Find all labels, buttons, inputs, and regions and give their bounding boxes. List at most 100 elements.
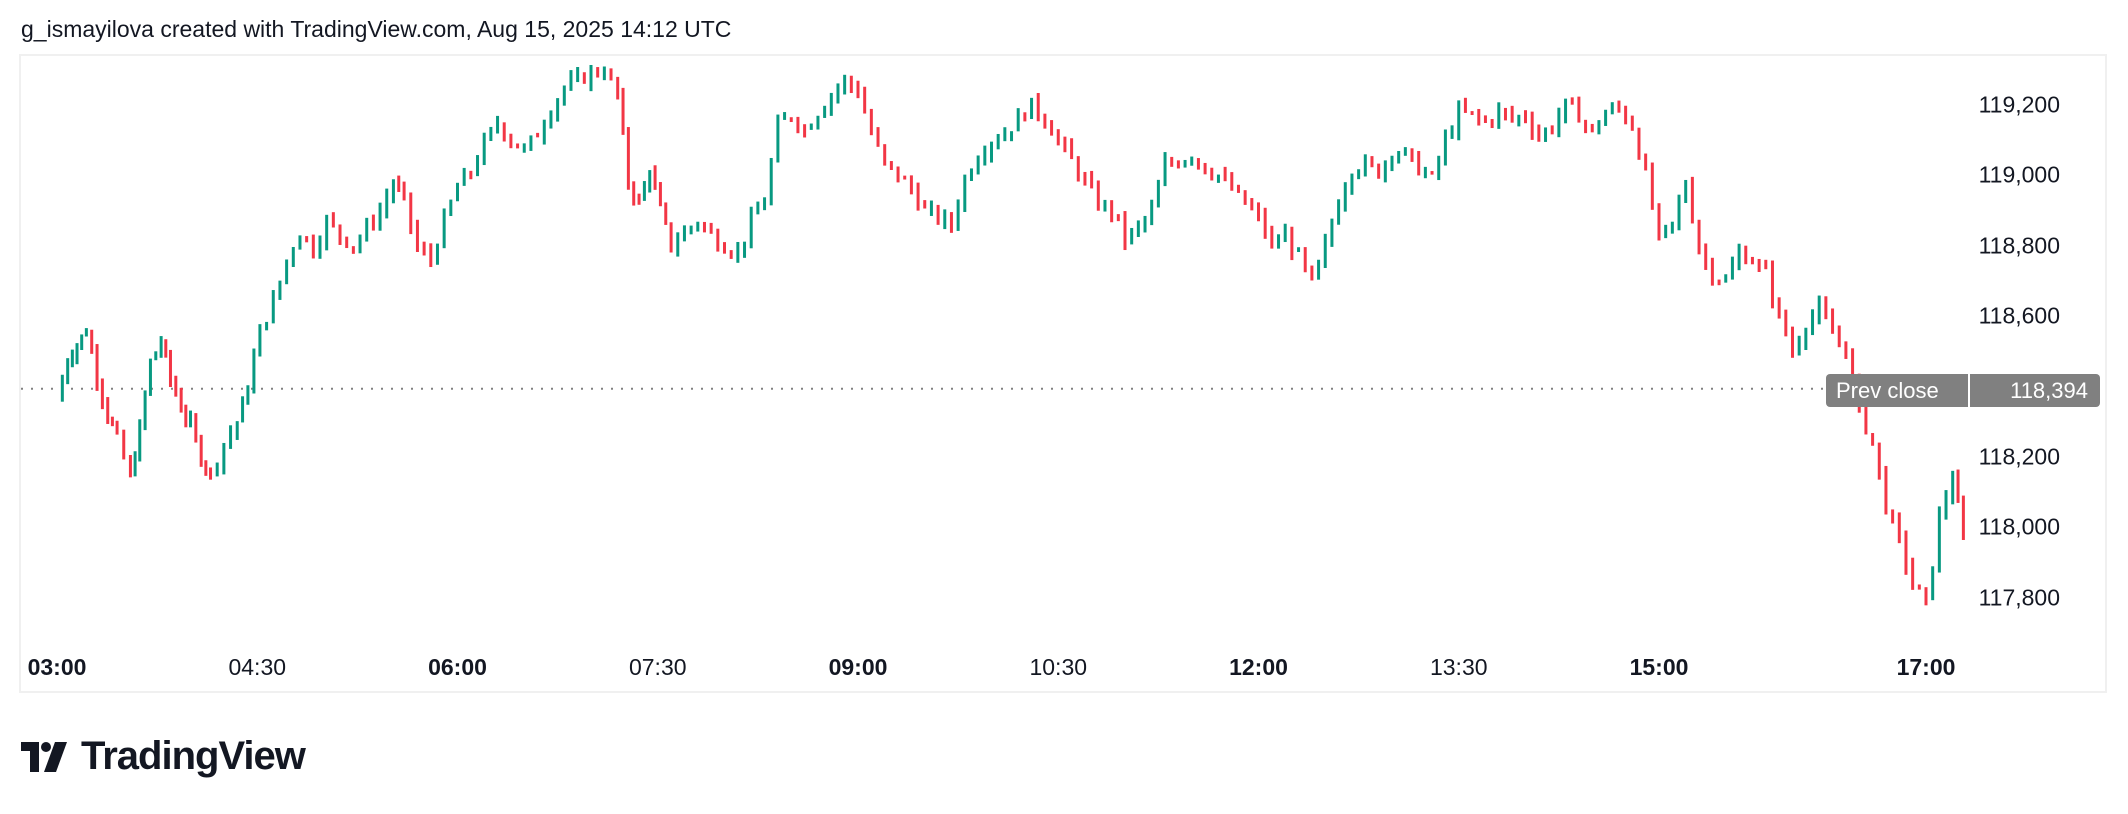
candle bbox=[929, 200, 933, 216]
candle bbox=[1043, 113, 1047, 129]
price-tick-label: 118,200 bbox=[1978, 443, 2060, 470]
candle bbox=[1811, 309, 1815, 336]
candle bbox=[923, 200, 927, 209]
candle bbox=[676, 232, 680, 257]
candle bbox=[1430, 171, 1434, 175]
candle bbox=[1956, 469, 1960, 503]
candle bbox=[809, 123, 813, 130]
candle bbox=[1390, 155, 1394, 172]
candle bbox=[246, 385, 250, 405]
candle bbox=[836, 83, 840, 104]
candle bbox=[1010, 131, 1014, 142]
candle bbox=[133, 451, 137, 477]
candle bbox=[138, 419, 142, 462]
candle bbox=[621, 87, 625, 135]
candle bbox=[916, 182, 920, 211]
candle bbox=[1250, 198, 1254, 211]
candle bbox=[378, 202, 382, 231]
candle bbox=[1257, 202, 1260, 222]
candle bbox=[110, 416, 114, 427]
candle bbox=[1437, 155, 1441, 181]
candle bbox=[1657, 203, 1661, 241]
candle bbox=[682, 225, 686, 242]
candle bbox=[415, 219, 419, 252]
time-tick-label: 04:30 bbox=[228, 654, 287, 680]
candle bbox=[696, 221, 700, 232]
candle bbox=[148, 358, 152, 396]
candle bbox=[75, 343, 79, 365]
candle bbox=[194, 413, 198, 443]
candle bbox=[179, 387, 183, 413]
candle bbox=[1317, 259, 1321, 280]
candle bbox=[1310, 265, 1314, 281]
candle bbox=[1690, 176, 1694, 224]
candle bbox=[168, 349, 172, 387]
candle bbox=[1670, 221, 1674, 234]
candle bbox=[1944, 490, 1948, 520]
candle bbox=[1564, 98, 1568, 124]
candle bbox=[1677, 194, 1681, 231]
candle bbox=[723, 242, 726, 254]
candle bbox=[456, 182, 459, 202]
candle bbox=[1584, 119, 1588, 134]
candle bbox=[1490, 119, 1494, 129]
candle bbox=[1323, 233, 1327, 268]
candle bbox=[80, 334, 84, 351]
candle bbox=[1610, 102, 1614, 115]
candle bbox=[1524, 110, 1527, 124]
candle bbox=[1884, 465, 1888, 515]
candle bbox=[1397, 150, 1401, 164]
candle bbox=[863, 86, 867, 114]
candle bbox=[1063, 136, 1067, 153]
candle bbox=[653, 165, 657, 190]
candle bbox=[1844, 341, 1848, 359]
candle bbox=[983, 145, 987, 166]
candle bbox=[582, 72, 586, 84]
candle bbox=[589, 64, 593, 92]
candle bbox=[1270, 225, 1274, 249]
candle bbox=[1030, 97, 1034, 120]
candle bbox=[1023, 112, 1027, 122]
candle bbox=[909, 175, 913, 195]
candle bbox=[1737, 243, 1741, 271]
candle bbox=[271, 290, 275, 324]
candle bbox=[311, 234, 315, 259]
candle bbox=[174, 375, 178, 397]
candle bbox=[1163, 152, 1167, 187]
tradingview-logo[interactable]: TradingView bbox=[21, 734, 306, 779]
candle bbox=[843, 74, 847, 95]
candle bbox=[763, 197, 767, 211]
candle bbox=[209, 467, 213, 480]
candle bbox=[1350, 173, 1354, 195]
candle bbox=[816, 115, 820, 130]
price-tick-label: 118,800 bbox=[1978, 232, 2060, 259]
candle bbox=[1156, 179, 1160, 208]
candle bbox=[1363, 154, 1367, 177]
candle bbox=[1083, 171, 1087, 186]
candle bbox=[856, 80, 860, 99]
candle bbox=[823, 105, 827, 118]
candle bbox=[716, 228, 720, 252]
candle bbox=[1557, 107, 1561, 138]
candle bbox=[345, 236, 349, 249]
candle bbox=[743, 241, 747, 258]
candle bbox=[943, 209, 947, 230]
candle bbox=[318, 235, 322, 259]
candle bbox=[1210, 167, 1214, 181]
candle bbox=[1243, 190, 1247, 205]
candle bbox=[84, 328, 88, 337]
candle bbox=[829, 92, 833, 116]
candle bbox=[1263, 207, 1267, 239]
candle bbox=[1076, 156, 1080, 182]
candle bbox=[1750, 256, 1754, 265]
candle bbox=[1056, 129, 1060, 146]
candle bbox=[1664, 224, 1668, 239]
chart-caption: g_ismayilova created with TradingView.co… bbox=[21, 16, 732, 42]
candle bbox=[235, 421, 239, 440]
candle bbox=[1697, 219, 1701, 255]
candle bbox=[371, 214, 375, 231]
candle bbox=[1417, 150, 1421, 176]
candle bbox=[1684, 179, 1688, 203]
prev-close-value: 118,394 bbox=[1970, 374, 2100, 407]
